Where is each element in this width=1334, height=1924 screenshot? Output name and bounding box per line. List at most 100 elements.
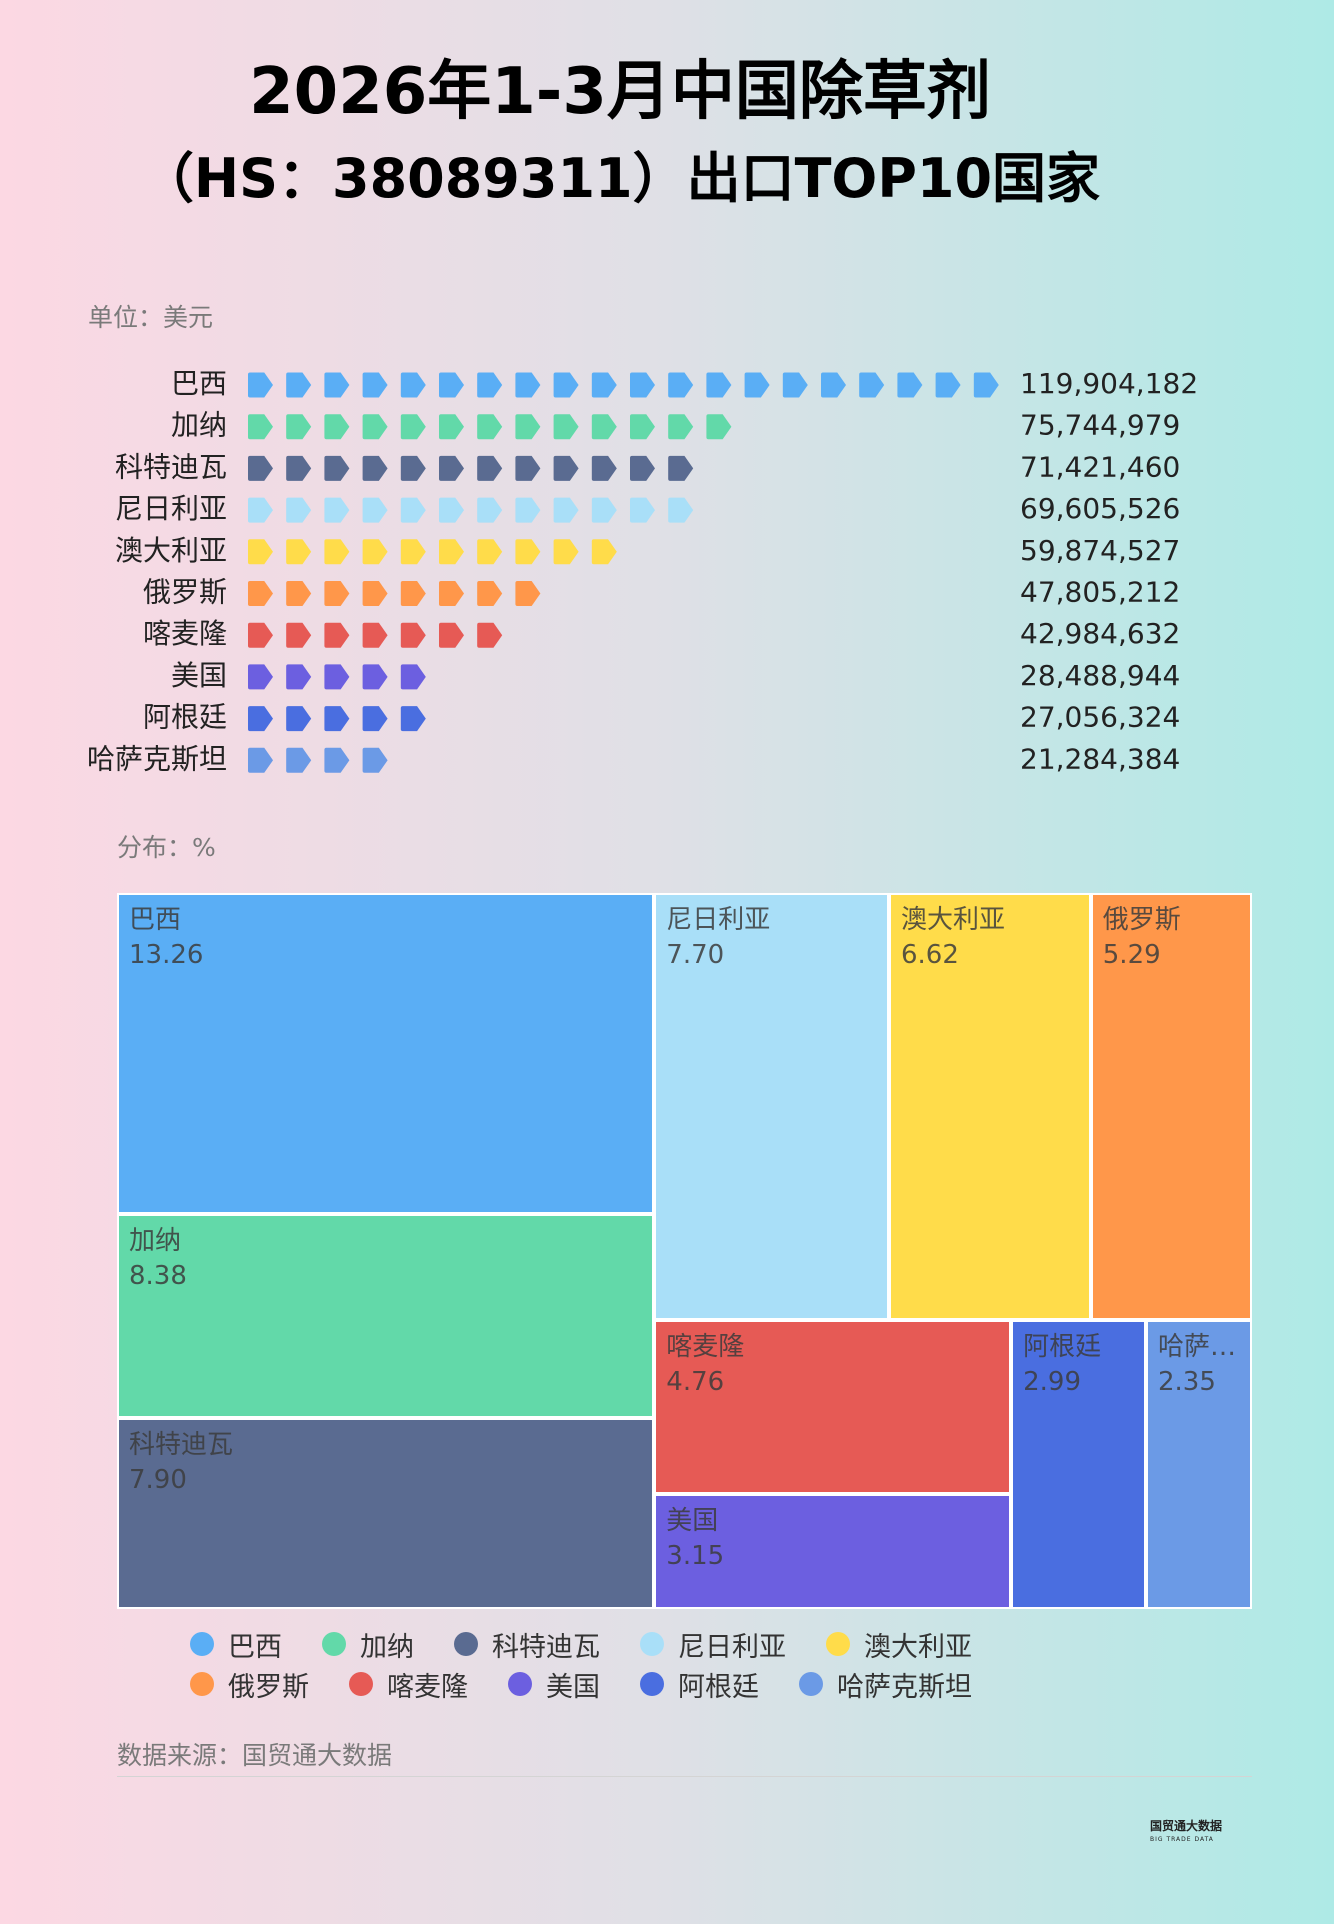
treemap-cell: 喀麦隆 4.76 (654, 1320, 1012, 1495)
cell-label: 澳大利亚 (900, 905, 1005, 935)
category-label: 哈萨克斯坦 (87, 742, 227, 775)
icon (935, 372, 961, 398)
cell-value: 7.90 (129, 1464, 187, 1495)
icon (630, 455, 655, 481)
icon (286, 747, 312, 773)
icon (286, 539, 312, 565)
category-label: 喀麦隆 (143, 617, 227, 650)
icon-bar (248, 747, 388, 773)
icon (515, 455, 541, 481)
legend-label: 加纳 (360, 1631, 414, 1663)
value-label: 21,284,384 (1020, 742, 1180, 775)
icon (324, 581, 350, 606)
icon (362, 622, 388, 648)
icon (859, 372, 885, 398)
icon (286, 372, 312, 398)
icon (362, 581, 388, 606)
icon (668, 372, 694, 398)
icon (400, 414, 426, 440)
icon-bar (248, 372, 999, 398)
value-label: 69,605,526 (1020, 492, 1180, 525)
icon (362, 455, 388, 481)
icon (668, 414, 694, 440)
icon-bar (248, 414, 732, 440)
icon (515, 581, 541, 606)
legend-item: 澳大利亚 (826, 1628, 972, 1663)
legend-label: 科特迪瓦 (492, 1631, 600, 1663)
icon (973, 372, 999, 398)
cell-label: 哈萨克斯坦 (1157, 1332, 1240, 1363)
icon (630, 372, 655, 398)
icon (553, 372, 579, 398)
legend-item: 尼日利亚 (640, 1628, 786, 1663)
legend-swatch (508, 1672, 532, 1696)
icon (515, 497, 541, 523)
icon (400, 622, 426, 648)
icon (286, 664, 312, 690)
value-label: 27,056,324 (1020, 701, 1180, 734)
icon (400, 706, 426, 732)
icon (821, 372, 846, 398)
icon (706, 414, 732, 440)
cell-value: 4.76 (666, 1367, 725, 1398)
icon (439, 414, 464, 440)
icon (324, 747, 350, 773)
icon (553, 539, 579, 565)
icon (439, 539, 464, 565)
legend-swatch (640, 1632, 664, 1656)
legend-item: 阿根廷 (640, 1668, 759, 1703)
category-label: 巴西 (171, 367, 227, 400)
icon (668, 455, 694, 481)
cell-label: 阿根廷 (1023, 1332, 1102, 1363)
legend-item: 巴西 (190, 1628, 282, 1663)
icon-bar (248, 497, 694, 523)
icon (286, 455, 312, 481)
icon (324, 372, 350, 398)
treemap-cell: 阿根廷 2.99 (1011, 1320, 1146, 1609)
cell-label: 喀麦隆 (666, 1332, 745, 1363)
icon (400, 664, 426, 690)
icon (286, 497, 312, 523)
treemap-cell: 科特迪瓦 7.90 (117, 1417, 655, 1609)
icon (286, 622, 312, 648)
icon (400, 497, 426, 523)
pictorial-chart: 巴西 119,904,182 加纳 75,744,979 科特迪瓦 71,421,460 尼… (87, 367, 1198, 775)
legend-label: 澳大利亚 (864, 1631, 972, 1663)
icon (362, 372, 388, 398)
icon-bar (248, 622, 503, 648)
cell-value: 2.35 (1157, 1367, 1216, 1398)
icon (362, 497, 388, 523)
icon (248, 664, 273, 690)
treemap-cell: 加纳 8.38 (117, 1214, 655, 1418)
legend-swatch (640, 1672, 664, 1696)
icon (477, 497, 503, 523)
cell-label: 巴西 (129, 905, 182, 935)
legend-item: 美国 (508, 1668, 600, 1703)
category-label: 俄罗斯 (143, 576, 227, 609)
legend-item: 加纳 (322, 1628, 414, 1663)
icon (439, 622, 464, 648)
value-label: 71,421,460 (1020, 450, 1180, 483)
cell-value: 3.15 (666, 1541, 725, 1572)
icon (248, 747, 273, 773)
icon (553, 497, 579, 523)
icon (439, 372, 464, 398)
cell-label: 加纳 (129, 1226, 182, 1257)
category-label: 美国 (171, 659, 227, 692)
icon (248, 622, 273, 648)
treemap-cell: 巴西 13.26 (117, 893, 655, 1215)
icon (324, 664, 350, 690)
legend-swatch (454, 1632, 478, 1656)
icon (477, 581, 503, 606)
source: 数据来源：国贸通大数据 (117, 1741, 393, 1770)
cell-label: 美国 (666, 1506, 719, 1537)
icon (362, 664, 388, 690)
icon (477, 455, 503, 481)
treemap: 巴西 13.26 加纳 8.38 科特迪瓦 7.90 尼日利亚 7.70 澳大利亚 6.62 俄罗斯… (117, 893, 1252, 1609)
legend-item: 哈萨克斯坦 (799, 1668, 972, 1703)
icon (324, 622, 350, 648)
icon (248, 497, 273, 523)
value-label: 42,984,632 (1020, 617, 1180, 650)
legend-label: 喀麦隆 (387, 1671, 468, 1703)
